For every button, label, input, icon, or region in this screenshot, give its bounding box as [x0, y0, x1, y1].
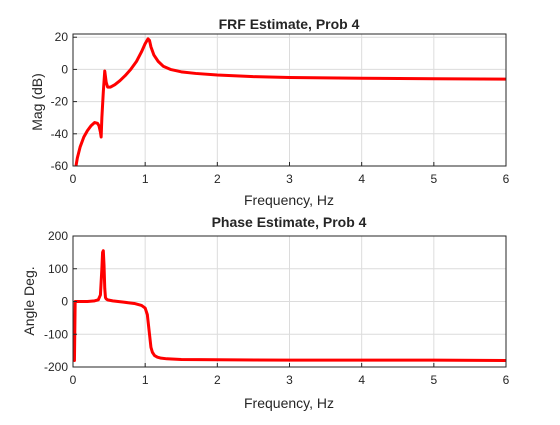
frf-x-tick-label: 4 [358, 172, 365, 186]
frf-x-tick-label: 2 [214, 172, 221, 186]
frf-series-line [74, 37, 506, 166]
phase-y-axis-label: Angle Deg. [21, 266, 37, 335]
phase-x-axis-label: Frequency, Hz [244, 395, 334, 411]
frf-y-axis-label: Mag (dB) [29, 73, 45, 131]
frf-y-tick-label: -20 [51, 95, 69, 109]
phase-y-tick-label: 0 [61, 295, 68, 309]
phase-series-line [73, 249, 506, 362]
phase-axes: Phase Estimate, Prob 4 Frequency, Hz Ang… [21, 214, 510, 411]
frf-x-tick-label: 5 [430, 172, 437, 186]
frf-x-axis-label: Frequency, Hz [244, 192, 334, 208]
phase-y-tick-label: -100 [44, 327, 68, 341]
phase-x-tick-label: 4 [358, 373, 365, 387]
phase-y-tick-label: 200 [48, 229, 68, 243]
phase-x-tick-label: 2 [214, 373, 221, 387]
phase-chart-title: Phase Estimate, Prob 4 [212, 214, 367, 230]
phase-y-tick-label: -200 [44, 360, 68, 374]
phase-x-tick-label: 0 [70, 373, 77, 387]
phase-x-tick-label: 6 [503, 373, 510, 387]
frf-magnitude-axes: FRF Estimate, Prob 4 Frequency, Hz Mag (… [29, 16, 510, 208]
frf-chart-title: FRF Estimate, Prob 4 [219, 16, 360, 32]
frf-x-tick-label: 1 [142, 172, 149, 186]
frf-y-tick-label: -60 [51, 159, 69, 173]
phase-x-tick-label: 5 [430, 373, 437, 387]
phase-y-tick-label: 100 [48, 262, 68, 276]
frf-x-tick-label: 3 [286, 172, 293, 186]
frf-y-tick-label: 20 [55, 30, 69, 44]
frf-x-tick-label: 0 [70, 172, 77, 186]
phase-x-tick-label: 1 [142, 373, 149, 387]
phase-x-tick-label: 3 [286, 373, 293, 387]
frf-x-tick-label: 6 [503, 172, 510, 186]
frf-y-tick-label: -40 [51, 127, 69, 141]
frf-y-tick-label: 0 [61, 62, 68, 76]
